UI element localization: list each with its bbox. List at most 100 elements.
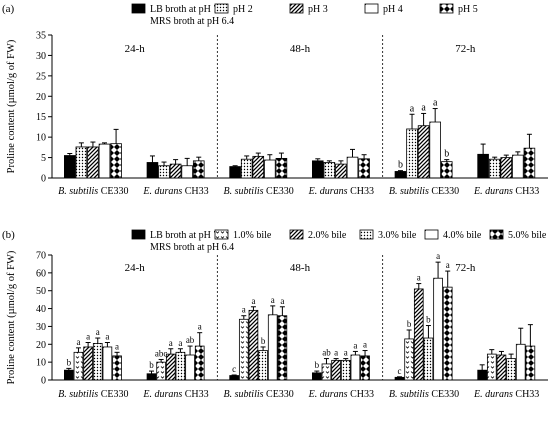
category-label: B. subtilis CE330 (224, 186, 294, 197)
legend-swatch (131, 3, 146, 14)
significance-letter: b (67, 357, 72, 367)
bar (394, 376, 405, 381)
significance-letter: a (410, 103, 415, 114)
bar (258, 350, 268, 381)
significance-letter: b (315, 360, 320, 370)
significance-letter: a (446, 260, 450, 270)
y-axis-label: Proline content (µmol/g of FW) (6, 39, 17, 173)
significance-letter: a (417, 273, 421, 283)
bar (429, 121, 441, 179)
legend-swatch (214, 229, 229, 240)
y-tick-label: 20 (36, 340, 46, 351)
panel-b: (b) 0 10 20 30 40 50 60 70 Proline content (µmol/… (2, 229, 548, 400)
bar (512, 154, 524, 179)
bar (252, 155, 265, 179)
bar (275, 157, 288, 179)
category-label: E. durans CH33 (142, 389, 208, 400)
bar (240, 158, 253, 179)
bar (64, 369, 74, 381)
legend-label: 4.0% bile (443, 230, 482, 241)
legend-swatch (289, 229, 304, 240)
significance-letter: a (115, 341, 119, 351)
significance-letter: a (421, 102, 426, 113)
legend-swatch (439, 3, 454, 14)
significance-letter: ab (186, 335, 195, 345)
significance-letter: a (86, 332, 90, 342)
category-label: B. subtilis CE330 (389, 389, 459, 400)
y-tick-label: 60 (36, 268, 46, 279)
legend-label: pH 3 (308, 4, 328, 15)
significance-letter: c (232, 364, 236, 374)
bar (194, 345, 205, 381)
bar (417, 125, 430, 179)
bar (185, 354, 195, 381)
significance-letter: b (407, 319, 412, 329)
bar (500, 157, 513, 179)
panel-label: (b) (2, 229, 15, 241)
bar (181, 165, 193, 179)
significance-letter: b (149, 360, 154, 370)
legend-label: 1.0% bile (233, 230, 272, 241)
legend-label: 3.0% bile (378, 230, 417, 241)
legend-swatch (424, 229, 439, 240)
time-label: 72-h (455, 43, 476, 55)
y-tick-label: 40 (36, 304, 46, 315)
legend-label-secondary: MRS broth at pH 6.4 (150, 16, 234, 27)
bar (440, 161, 453, 179)
legend-label-secondary: MRS broth at pH 6.4 (150, 242, 234, 253)
time-label: 48-h (290, 262, 311, 274)
category-label: E. durans CH33 (142, 186, 208, 197)
bar (229, 375, 239, 381)
significance-letter: a (436, 251, 440, 261)
significance-letter: a (198, 322, 202, 332)
bar (496, 354, 507, 381)
bar (158, 165, 170, 179)
significance-letter: ab (322, 348, 331, 358)
significance-letter: a (242, 305, 246, 315)
bar (169, 163, 182, 179)
bar (506, 358, 516, 381)
significance-letter: a (169, 338, 173, 348)
bar (350, 354, 361, 381)
bar (112, 355, 122, 381)
bar (146, 162, 159, 179)
significance-letter: c (397, 366, 401, 376)
bar (406, 128, 418, 179)
bar (433, 277, 443, 381)
y-tick-label: 35 (36, 31, 46, 42)
panel-label: (a) (2, 3, 15, 15)
significance-letter: abc (155, 348, 168, 358)
significance-letter: a (178, 338, 182, 348)
legend-label: LB broth at pH 7.0 (150, 4, 226, 15)
bar (165, 353, 176, 381)
legend-swatch (131, 229, 146, 240)
bar (442, 286, 453, 381)
legend-label: pH 2 (233, 4, 253, 15)
significance-letter: a (344, 348, 348, 358)
bar (64, 155, 76, 179)
bar (229, 166, 241, 179)
bar (311, 372, 322, 381)
bar (477, 369, 487, 381)
significance-letter: a (251, 296, 255, 306)
bar (110, 143, 122, 179)
bar (267, 314, 278, 381)
bar (423, 337, 434, 381)
bar (335, 163, 347, 179)
bar (358, 158, 370, 179)
y-tick-label: 30 (36, 322, 46, 333)
significance-letter: b (444, 149, 449, 160)
category-label: B. subtilis CE330 (58, 389, 128, 400)
significance-letter: a (76, 337, 80, 347)
bar (92, 342, 103, 381)
legend-label: 2.0% bile (308, 230, 347, 241)
significance-letter: a (105, 332, 109, 342)
bar (192, 160, 205, 179)
category-label: B. subtilis CE330 (224, 389, 294, 400)
significance-letter: a (271, 295, 275, 305)
y-tick-label: 0 (41, 376, 46, 387)
panel-a: (a) 0 5 10 15 20 25 30 35 Proline content (µmol/g… (2, 3, 548, 197)
y-tick-label: 25 (36, 71, 46, 82)
legend-swatch (359, 229, 374, 240)
